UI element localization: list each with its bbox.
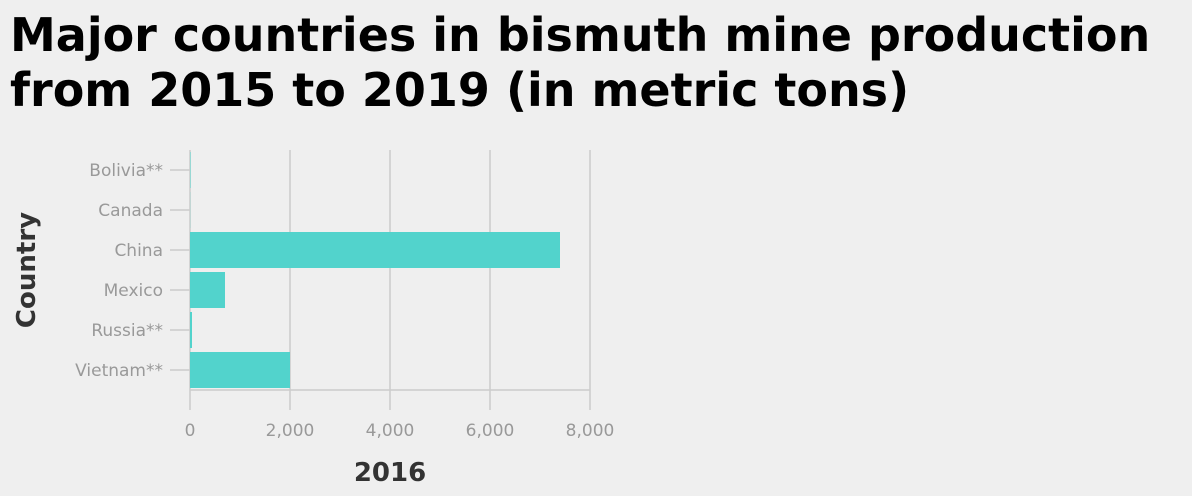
chart-title-line-1: Major countries in bismuth mine producti…	[10, 8, 1151, 62]
y-tick-label: Vietnam**	[75, 361, 163, 381]
bars	[190, 152, 560, 388]
chart-title-line-2: from 2015 to 2019 (in metric tons)	[10, 63, 910, 117]
y-axis-title: Country	[12, 212, 42, 328]
x-axis-ticks: 0 2,000 4,000 6,000 8,000	[185, 421, 615, 441]
bar	[190, 312, 192, 348]
y-tick-label: Canada	[98, 201, 163, 221]
y-tick-label: Russia**	[91, 321, 163, 341]
bar	[190, 272, 225, 308]
x-tick-label: 6,000	[466, 421, 515, 441]
x-axis-title: 2016	[354, 458, 426, 488]
x-tick-label: 4,000	[366, 421, 415, 441]
x-tick-label: 0	[185, 421, 196, 441]
bar	[190, 232, 560, 268]
chart-title: Major countries in bismuth mine producti…	[10, 8, 1190, 118]
y-tick-label: Bolivia**	[89, 161, 163, 181]
y-tick-label: Mexico	[104, 281, 163, 301]
x-tick-label: 2,000	[266, 421, 315, 441]
x-tick-label: 8,000	[566, 421, 615, 441]
bar	[190, 352, 290, 388]
bar	[190, 152, 191, 188]
y-tick-label: China	[114, 241, 163, 261]
y-axis-ticks: Bolivia** Canada China Mexico Russia** Vietna…	[75, 161, 190, 381]
